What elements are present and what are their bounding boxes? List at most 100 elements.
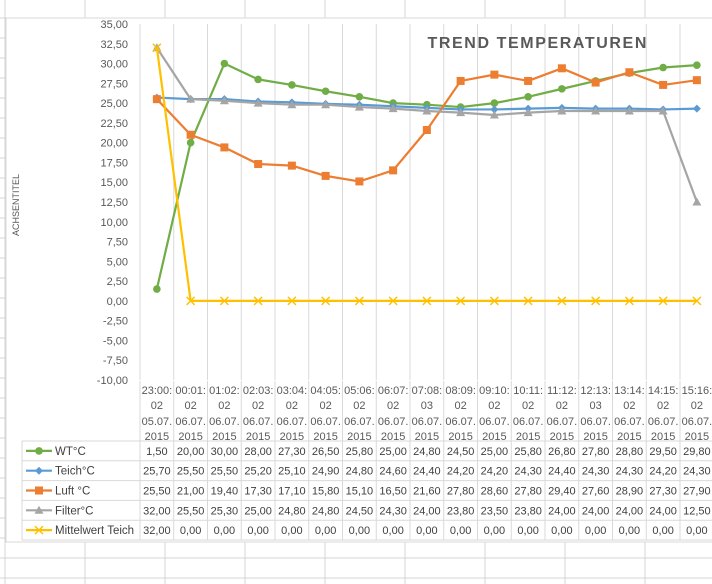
- x-category-seconds: 02: [657, 400, 669, 412]
- table-value-filter-c: 24,00: [649, 505, 677, 517]
- table-value-luft-c: 21,60: [413, 486, 441, 498]
- x-category-year: 2015: [145, 431, 169, 443]
- table-value-luft-c: 19,40: [211, 486, 239, 498]
- table-value-filter-c: 24,00: [616, 505, 644, 517]
- data-point-luft-c: [557, 64, 566, 73]
- x-category-time: 01:02:: [209, 385, 240, 397]
- data-point-filter-c: [219, 96, 229, 105]
- data-point-mittelwert-teich-stroke: [489, 296, 499, 306]
- x-category-seconds: 02: [556, 400, 568, 412]
- y-tick-label: 10,00: [100, 217, 128, 229]
- y-tick-label: 12,50: [100, 197, 128, 209]
- table-value-teich-c: 25,70: [143, 466, 171, 478]
- x-category-year: 2015: [516, 431, 540, 443]
- x-category-time: 07:08:: [412, 385, 443, 397]
- data-point-filter-c: [658, 106, 668, 115]
- data-point-mittelwert-teich: [287, 296, 297, 306]
- data-point-filter-c: [456, 108, 466, 117]
- table-value-mittelwert-teich: 0,00: [247, 525, 268, 537]
- x-category-year: 2015: [583, 431, 607, 443]
- table-value-teich-c: 25,20: [244, 466, 272, 478]
- legend-marker-wt-c: [35, 447, 43, 455]
- x-category-year: 2015: [347, 431, 371, 443]
- data-point-filter-c: [321, 100, 331, 109]
- table-value-luft-c: 27,90: [683, 486, 711, 498]
- x-category-time: 06:07:: [378, 385, 409, 397]
- x-category-year: 2015: [448, 431, 472, 443]
- data-point-mittelwert-teich-stroke: [692, 296, 702, 306]
- table-value-filter-c: 24,30: [379, 505, 407, 517]
- x-category-date: 06.07.: [310, 416, 341, 428]
- table-value-luft-c: 17,30: [244, 486, 272, 498]
- table-value-mittelwert-teich: 32,00: [143, 525, 171, 537]
- table-value-luft-c: 25,50: [143, 486, 171, 498]
- table-value-mittelwert-teich: 0,00: [214, 525, 235, 537]
- x-category-date: 05.07.: [142, 416, 173, 428]
- data-point-mittelwert-teich-stroke: [557, 296, 567, 306]
- legend-label-luft-c: Luft °C: [55, 486, 90, 498]
- x-category-date: 06.07.: [682, 416, 712, 428]
- table-value-luft-c: 28,90: [616, 486, 644, 498]
- x-category-year: 2015: [685, 431, 709, 443]
- x-category-time: 12:13:: [580, 385, 611, 397]
- data-point-mittelwert-teich: [523, 296, 533, 306]
- data-point-wt-c: [524, 92, 532, 101]
- table-value-luft-c: 29,40: [548, 486, 576, 498]
- table-value-filter-c: 24,50: [346, 505, 374, 517]
- y-tick-label: 35,00: [100, 19, 128, 31]
- table-value-filter-c: 25,30: [211, 505, 239, 517]
- data-point-luft-c: [287, 161, 296, 170]
- table-value-mittelwert-teich: 0,00: [416, 525, 437, 537]
- legend-marker-teich-c: [35, 466, 43, 475]
- data-point-wt-c: [254, 75, 262, 84]
- x-category-seconds: 02: [455, 400, 467, 412]
- x-category-seconds: 02: [623, 400, 635, 412]
- data-point-filter-c: [523, 108, 533, 117]
- table-value-wt-c: 29,80: [683, 446, 711, 458]
- x-category-seconds: 02: [218, 400, 230, 412]
- table-value-wt-c: 28,80: [616, 446, 644, 458]
- x-category-time: 13:14:: [614, 385, 645, 397]
- legend-label-mittelwert-teich: Mittelwert Teich: [55, 525, 134, 537]
- x-category-date: 06.07.: [479, 416, 510, 428]
- data-point-mittelwert-teich: [591, 296, 601, 306]
- x-category-date: 06.07.: [580, 416, 611, 428]
- table-value-luft-c: 16,50: [379, 486, 407, 498]
- data-point-mittelwert-teich: [219, 296, 229, 306]
- data-point-mittelwert-teich: [624, 296, 634, 306]
- y-tick-label: -7,50: [103, 355, 128, 367]
- table-value-mittelwert-teich: 0,00: [450, 525, 471, 537]
- x-category-year: 2015: [313, 431, 337, 443]
- x-category-seconds: 02: [522, 400, 534, 412]
- data-point-mittelwert-teich-stroke: [354, 296, 364, 306]
- x-category-seconds: 02: [320, 400, 332, 412]
- table-value-mittelwert-teich: 0,00: [652, 525, 673, 537]
- x-category-year: 2015: [415, 431, 439, 443]
- legend-marker-filter-c: [34, 505, 44, 514]
- data-point-mittelwert-teich: [186, 296, 196, 306]
- table-value-luft-c: 17,10: [278, 486, 306, 498]
- x-category-seconds: 02: [691, 400, 703, 412]
- data-point-luft-c: [220, 143, 229, 152]
- data-point-luft-c: [186, 130, 195, 139]
- table-value-teich-c: 24,30: [514, 466, 542, 478]
- table-value-teich-c: 24,30: [616, 466, 644, 478]
- table-value-wt-c: 25,80: [514, 446, 542, 458]
- x-category-time: 11:12:: [547, 385, 577, 397]
- y-tick-label: 2,50: [107, 276, 128, 288]
- table-value-filter-c: 23,50: [481, 505, 509, 517]
- y-tick-label: 20,00: [100, 138, 128, 150]
- data-point-mittelwert-teich: [692, 296, 702, 306]
- x-category-date: 06.07.: [614, 416, 645, 428]
- data-point-mittelwert-teich: [321, 296, 331, 306]
- y-axis-title: ACHSENTITEL: [11, 174, 21, 236]
- x-category-date: 06.07.: [378, 416, 409, 428]
- data-point-teich-c: [490, 105, 499, 114]
- table-value-filter-c: 25,50: [177, 505, 205, 517]
- data-point-luft-c: [321, 171, 330, 180]
- data-point-mittelwert-teich-stroke: [658, 296, 668, 306]
- x-category-year: 2015: [550, 431, 574, 443]
- data-point-luft-c: [152, 95, 161, 104]
- table-value-wt-c: 25,80: [346, 446, 374, 458]
